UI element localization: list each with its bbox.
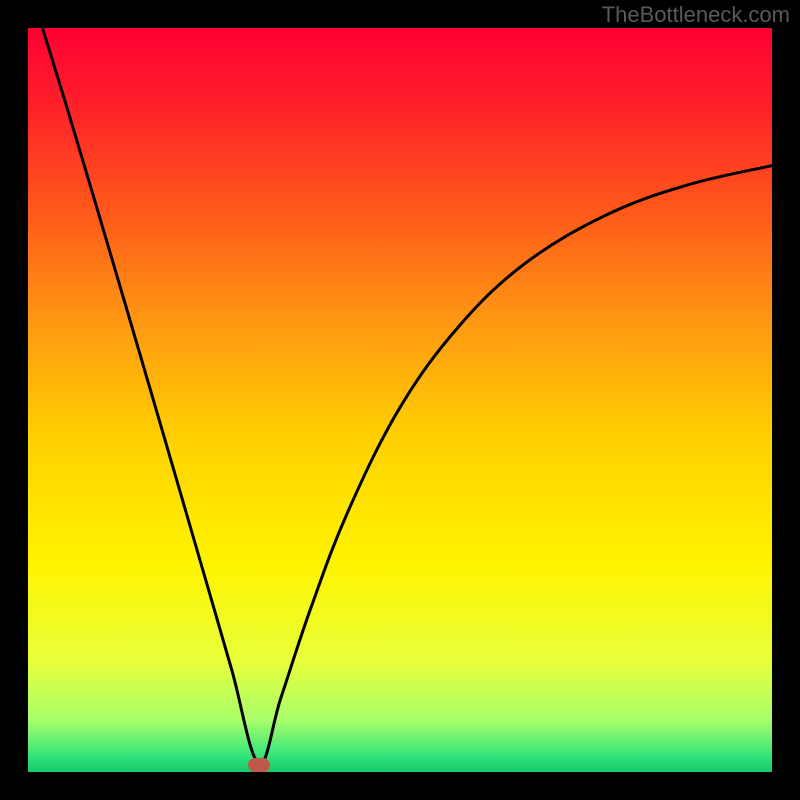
- plot-frame: [28, 28, 772, 772]
- chart-svg: [28, 28, 772, 772]
- watermark-text: TheBottleneck.com: [602, 2, 790, 28]
- minimum-marker: [248, 758, 270, 772]
- plot-area: [28, 28, 772, 772]
